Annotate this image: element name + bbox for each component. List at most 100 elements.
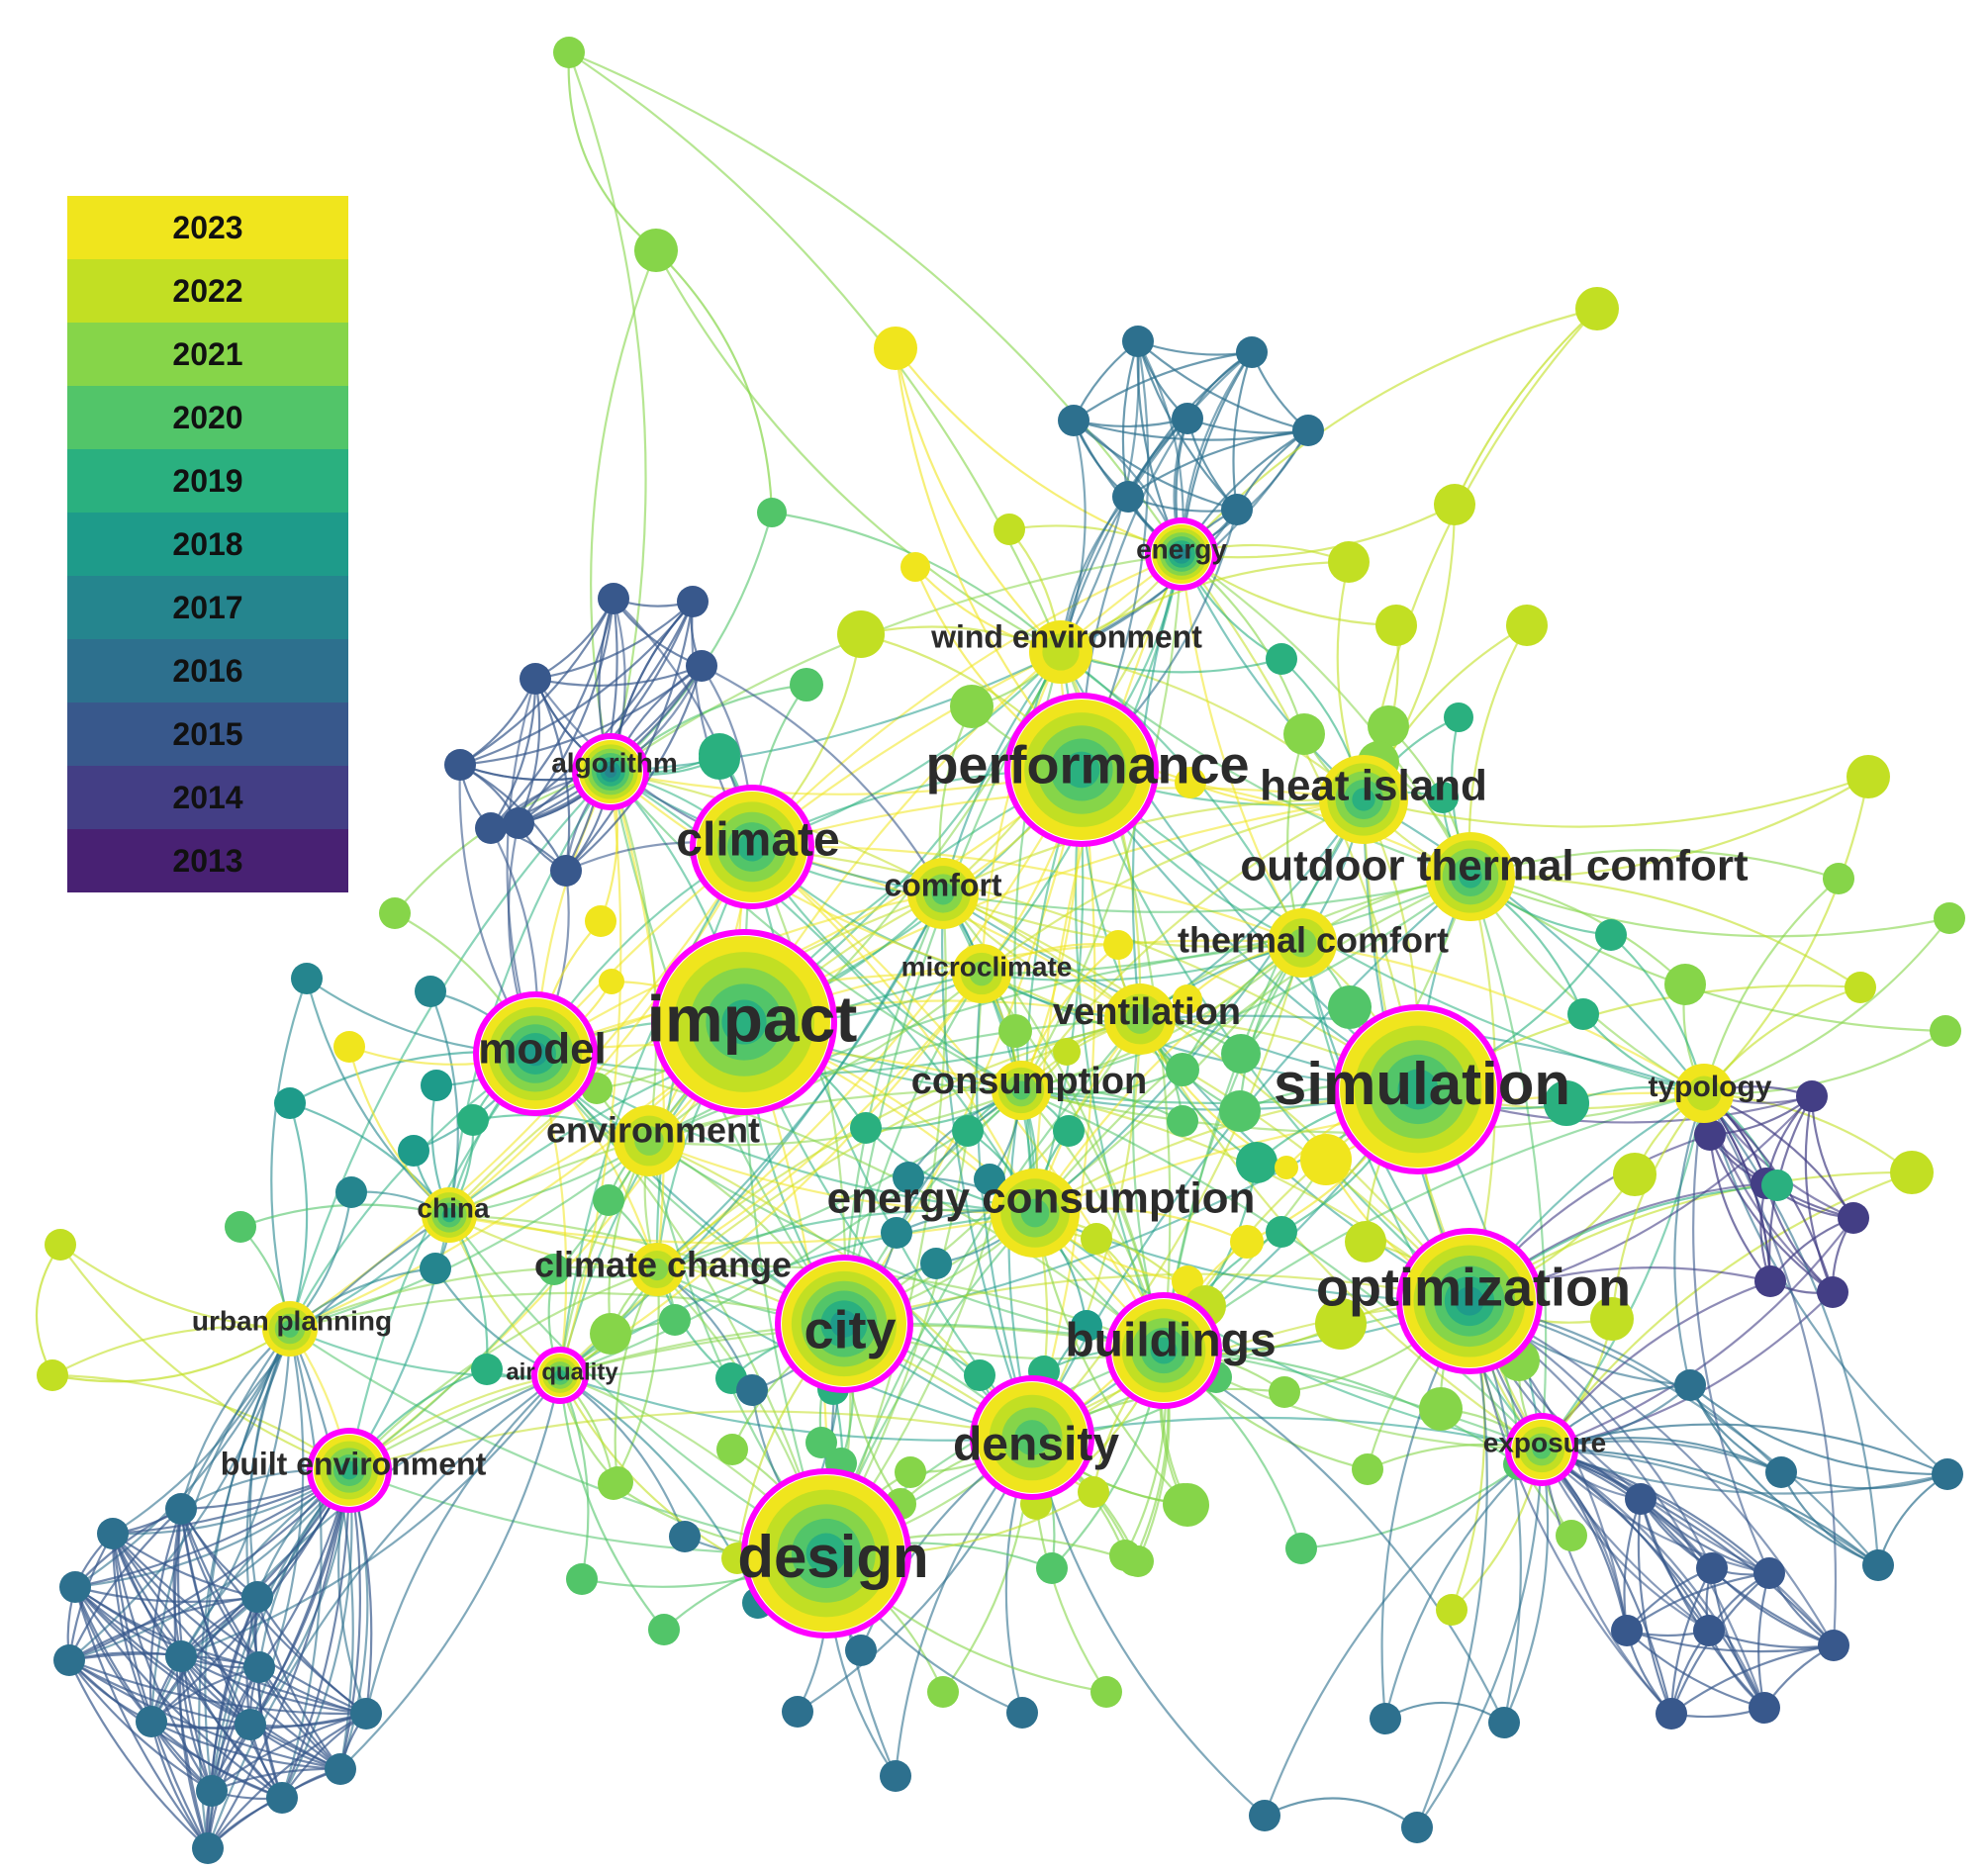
network-node [415, 976, 446, 1007]
network-node [1674, 1369, 1706, 1401]
network-node [1823, 863, 1854, 894]
network-edge [111, 1533, 213, 1792]
network-edge [1541, 1423, 1948, 1476]
network-edge [68, 1659, 251, 1727]
keyword-label: climate change [534, 1245, 792, 1285]
hub-ring [441, 1207, 457, 1223]
network-edge [490, 601, 694, 829]
network-node [920, 1248, 952, 1279]
network-node [1006, 1697, 1038, 1729]
network-node [648, 1614, 680, 1645]
keyword-label: exposure [1483, 1427, 1607, 1457]
network-nodes [37, 37, 1965, 1864]
network-edge [655, 249, 1062, 653]
network-node [790, 668, 823, 702]
network-edge [150, 1596, 258, 1723]
network-node [1595, 919, 1627, 951]
network-node [1838, 1202, 1869, 1234]
network-edge [1034, 875, 1471, 1214]
network-node [1175, 767, 1206, 798]
network-node [1375, 605, 1417, 646]
network-node [1249, 1800, 1280, 1831]
legend-year-2017: 2017 [67, 576, 348, 639]
network-node [335, 1176, 367, 1208]
hub-ring [1287, 928, 1317, 958]
network-node [379, 897, 411, 929]
network-edge [1703, 917, 1950, 1095]
legend-year-2014: 2014 [67, 766, 348, 829]
keyword-label: urban planning [192, 1305, 392, 1336]
network-node [1556, 1520, 1587, 1551]
hub-ring [1150, 1337, 1178, 1364]
hub-ring [604, 765, 617, 779]
keyword-label: environment [546, 1110, 760, 1151]
network-node [553, 37, 585, 68]
network-edge [68, 1659, 209, 1849]
network-node [974, 1164, 1005, 1195]
network-node [538, 1254, 570, 1285]
network-node [1230, 1225, 1264, 1259]
network-node [998, 1014, 1032, 1048]
network-node [686, 650, 717, 682]
network-node [1890, 1151, 1934, 1194]
network-node [736, 1374, 768, 1406]
network-node [1370, 1703, 1401, 1734]
network-edge [1415, 1300, 1488, 1828]
network-edge [1081, 769, 1705, 1095]
network-node [1352, 1453, 1383, 1485]
keyword-label: air quality [506, 1358, 618, 1385]
network-node [881, 1217, 912, 1249]
network-edge [68, 1659, 213, 1792]
keyword-label: outdoor thermal comfort [1240, 842, 1749, 890]
network-node [1488, 1707, 1520, 1738]
network-node [1328, 985, 1372, 1029]
hub-ring [554, 1369, 566, 1381]
keyword-label: algorithm [551, 747, 678, 778]
network-edge [73, 1586, 213, 1792]
network-edge [1708, 1134, 1834, 1293]
network-edge [73, 1586, 209, 1849]
network-node [1269, 1376, 1300, 1408]
network-node [1862, 1549, 1894, 1581]
network-node [235, 1709, 266, 1740]
network-edge [1454, 308, 1598, 506]
network-node [893, 1162, 924, 1193]
network-edge [559, 892, 944, 1376]
network-node [471, 1354, 503, 1385]
network-edge [648, 1088, 1022, 1147]
network-edge [518, 598, 615, 824]
network-edge [610, 770, 1141, 1020]
network-edge [1181, 553, 1471, 878]
network-edge [517, 678, 541, 824]
network-edge [981, 875, 1471, 976]
hub-ring [522, 1041, 548, 1067]
network-node [850, 1112, 882, 1144]
network-edge [1469, 849, 1840, 881]
network-edge [1702, 878, 1840, 1094]
network-edge [1669, 1567, 1713, 1715]
network-node [585, 905, 616, 937]
network-edge [1541, 1449, 1765, 1709]
network-node [1283, 713, 1325, 755]
network-node [350, 1698, 382, 1730]
network-node [225, 1211, 256, 1243]
legend-year-2022: 2022 [67, 259, 348, 323]
network-edge [1541, 1217, 1854, 1451]
network-node [1119, 1546, 1149, 1576]
network-node [634, 229, 678, 272]
network-edge [1673, 1092, 1706, 1386]
network-node [1368, 705, 1409, 747]
hub-ring [1011, 1080, 1031, 1100]
network-node [398, 1135, 429, 1167]
network-node [1506, 605, 1548, 646]
network-edge [112, 1533, 367, 1716]
network-edge [51, 1325, 291, 1376]
network-edge [1137, 339, 1253, 356]
network-edge [1073, 420, 1238, 512]
network-edge [559, 1017, 1141, 1376]
network-edge [179, 1508, 260, 1668]
legend-year-2021: 2021 [67, 323, 348, 386]
network-node [1036, 1552, 1068, 1584]
network-edge [428, 990, 459, 1216]
network-node [53, 1644, 85, 1676]
